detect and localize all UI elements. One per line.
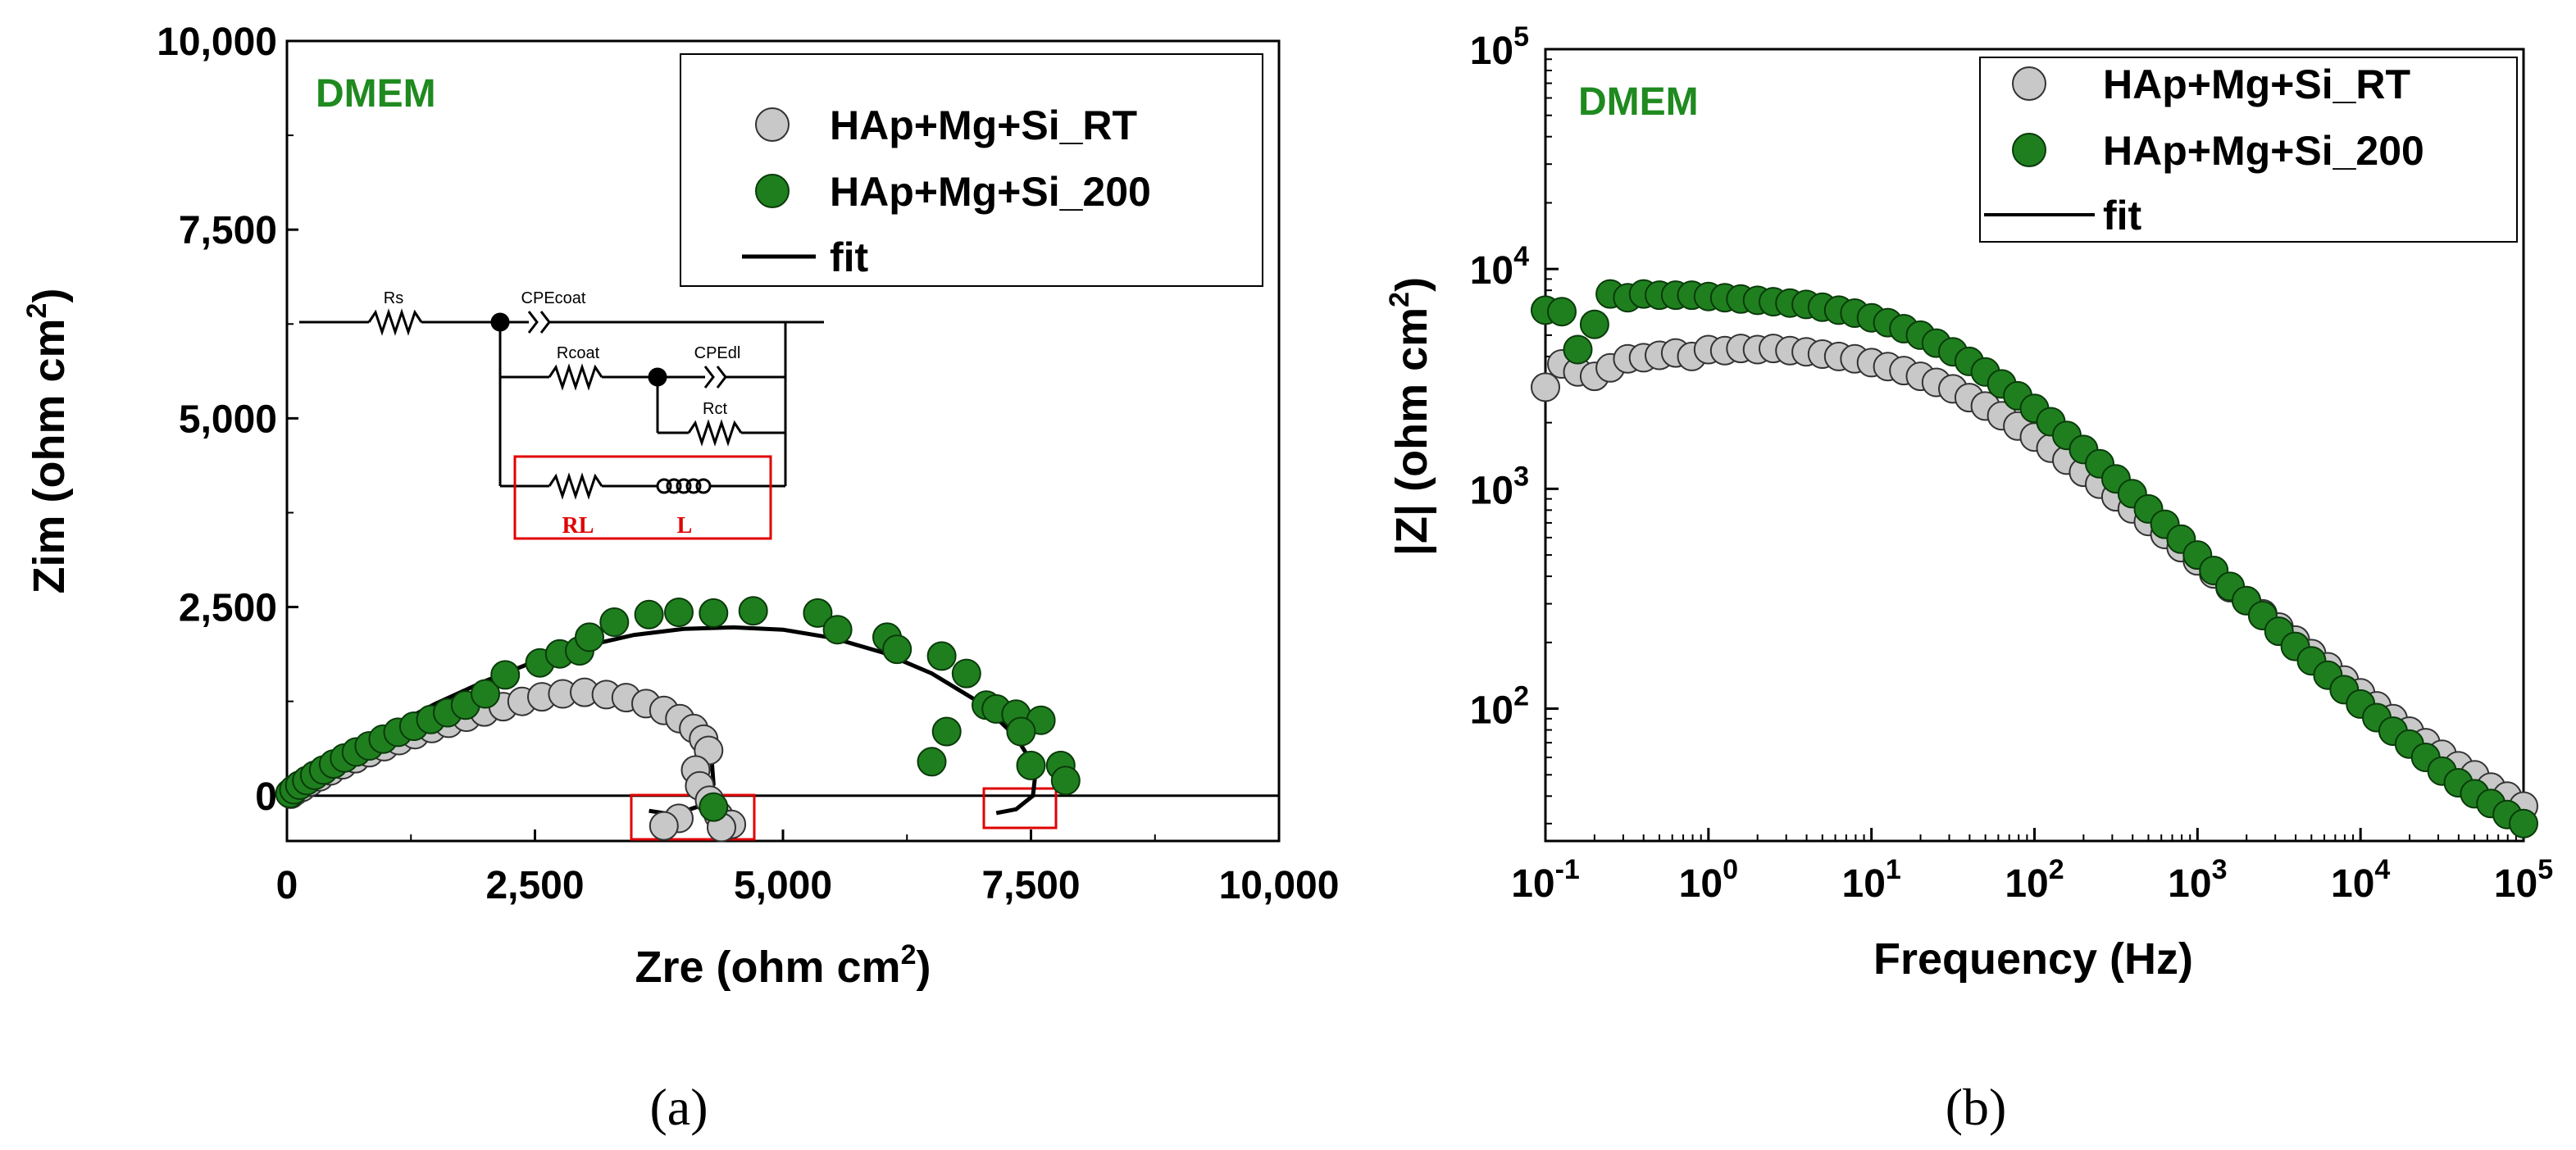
inductor-coil xyxy=(676,478,692,494)
panel-a-y-axis-label: Zim (ohm cm2) xyxy=(21,289,74,594)
panel-b-point-200 xyxy=(1563,334,1593,365)
panel-a-y-tick-label: 0 xyxy=(255,775,277,819)
panel-b-point-200 xyxy=(1579,309,1609,339)
panel-b-y-tick-label: 103 xyxy=(1470,461,1529,512)
circuit-label-rs: Rs xyxy=(384,289,403,307)
panel-a-y-tick-label: 5,000 xyxy=(179,398,277,441)
panel-b-x-tick-label: 10-1 xyxy=(1511,854,1580,906)
panel-a-point-200 xyxy=(882,634,913,665)
inductor-coil xyxy=(666,478,682,494)
inductor-coil xyxy=(685,478,702,494)
circuit-label-rl: RL xyxy=(562,513,594,539)
panel-b-x-tick-label: 105 xyxy=(2494,854,2553,906)
panel-a-legend-box xyxy=(680,53,1263,287)
circuit-label-rcoat: Rcoat xyxy=(557,344,600,362)
panel-b-label: (b) xyxy=(1946,1078,2007,1136)
panel-a-point-200 xyxy=(926,641,957,671)
panel-b-x-tick-label: 104 xyxy=(2331,854,2390,906)
panel-a-point-200 xyxy=(490,660,521,690)
panel-a-point-200 xyxy=(822,615,853,645)
panel-a-point-200 xyxy=(634,599,664,630)
circuit-highlight-box xyxy=(513,455,772,540)
circuit-label-rct: Rct xyxy=(703,400,727,418)
panel-a-point-200 xyxy=(471,679,500,709)
panel-b-data-points xyxy=(1531,279,2538,839)
panel-a-y-tick-label: 10,000 xyxy=(157,20,277,64)
panel-a-ticks: 0 2,500 5,000 7,500 10,000 0 2,500 5,000 7,500 10… xyxy=(157,20,1339,907)
panel-b-ticks: 10-1 100 101 102 103 104 105 102 103 104 105 xyxy=(1470,21,2553,906)
panel-b-legend: HAp+Mg+Si_RT HAp+Mg+Si_200 fit xyxy=(1979,57,2518,243)
panel-a-legend-label-200: HAp+Mg+Si_200 xyxy=(830,169,1151,215)
panel-a-legend-label-rt: HAp+Mg+Si_RT xyxy=(830,102,1137,148)
panel-a-point-200 xyxy=(1006,716,1036,747)
panel-a-x-tick-label: 7,500 xyxy=(981,864,1080,907)
circuit-label-cpedl: CPEdl xyxy=(694,344,741,362)
panel-a-point-200 xyxy=(951,658,981,689)
panel-a-point-200 xyxy=(699,792,729,822)
cpe-dl-element xyxy=(716,366,727,389)
panel-b-legend-marker-rt xyxy=(2012,66,2046,101)
panel-a-legend-marker-200 xyxy=(755,174,790,208)
panel-b-x-tick-label: 102 xyxy=(2005,854,2064,906)
panel-a-x-tick-label: 10,000 xyxy=(1219,864,1340,907)
panel-b-legend-label-200: HAp+Mg+Si_200 xyxy=(2103,128,2424,174)
cpe-dl-element xyxy=(703,366,715,389)
panel-a-point-200 xyxy=(699,598,729,628)
panel-a-x-axis-label: Zre (ohm cm2) xyxy=(635,939,931,992)
inductor-coil xyxy=(695,478,712,494)
panel-b-x-axis-label: Frequency (Hz) xyxy=(1873,934,2193,984)
panel-b-y-tick-label: 104 xyxy=(1470,241,1529,293)
panel-b-point-rt xyxy=(1531,372,1560,402)
panel-a-legend-marker-rt xyxy=(755,107,790,142)
circuit-label-cpecoat: CPEcoat xyxy=(521,289,586,307)
panel-a-point-200 xyxy=(917,747,947,777)
panel-b-point-200 xyxy=(2509,808,2538,839)
panel-a-y-tick-label: 7,500 xyxy=(179,209,277,252)
resistor-rct xyxy=(687,419,743,447)
panel-a-point-200 xyxy=(931,716,962,747)
panel-a-x-tick-label: 5,000 xyxy=(734,864,832,907)
panel-a-x-tick-label: 0 xyxy=(276,864,298,907)
panel-b-x-tick-label: 103 xyxy=(2168,854,2227,906)
panel-b-y-axis-label: |Z| (ohm cm2) xyxy=(1384,277,1437,556)
panel-a-legend: HAp+Mg+Si_RT HAp+Mg+Si_200 fit xyxy=(680,53,1263,287)
panel-a-point-200 xyxy=(664,598,694,627)
panel-a-chart: 0 2,500 5,000 7,500 10,000 0 2,500 5,000 7,500 10… xyxy=(21,20,1339,1136)
circuit-label-l: L xyxy=(677,513,693,539)
panel-a-point-200 xyxy=(575,622,604,652)
panel-a-point-200 xyxy=(803,598,833,628)
panel-a-data-points xyxy=(275,596,1081,843)
panel-a-label: (a) xyxy=(649,1078,708,1136)
panel-a-y-tick-label: 2,500 xyxy=(179,587,277,630)
panel-b-legend-box xyxy=(1979,57,2518,243)
panel-b-y-tick-label: 105 xyxy=(1470,21,1529,73)
inductor-coil xyxy=(656,478,672,494)
resistor-rs xyxy=(367,308,423,336)
panel-a-point-200 xyxy=(1016,750,1046,780)
panel-a-annotation: DMEM xyxy=(316,72,436,116)
panel-a-point-rt xyxy=(649,811,679,841)
panel-a-point-200 xyxy=(599,607,630,637)
panel-b-annotation: DMEM xyxy=(1578,80,1699,124)
inductive-loop-highlight-200 xyxy=(982,787,1058,830)
panel-b-y-tick-label: 102 xyxy=(1470,681,1529,733)
panel-b-legend-label-rt: HAp+Mg+Si_RT xyxy=(2103,61,2410,107)
panel-a-legend-label-fit: fit xyxy=(830,234,869,280)
resistor-rl xyxy=(548,472,603,500)
cpe-coat-element xyxy=(527,311,539,334)
panel-b-x-tick-label: 100 xyxy=(1679,854,1738,906)
panel-a-point-200 xyxy=(1050,766,1081,796)
panel-a-point-200 xyxy=(738,596,768,626)
resistor-rcoat xyxy=(548,363,603,391)
panel-b-x-tick-label: 101 xyxy=(1842,854,1901,906)
panel-a-x-tick-label: 2,500 xyxy=(485,864,584,907)
panel-b-point-200 xyxy=(1547,297,1577,327)
panel-b-legend-label-fit: fit xyxy=(2103,193,2142,239)
cpe-coat-element xyxy=(539,311,551,334)
panel-b-legend-marker-200 xyxy=(2012,133,2046,167)
equivalent-circuit-inset xyxy=(299,308,1058,841)
